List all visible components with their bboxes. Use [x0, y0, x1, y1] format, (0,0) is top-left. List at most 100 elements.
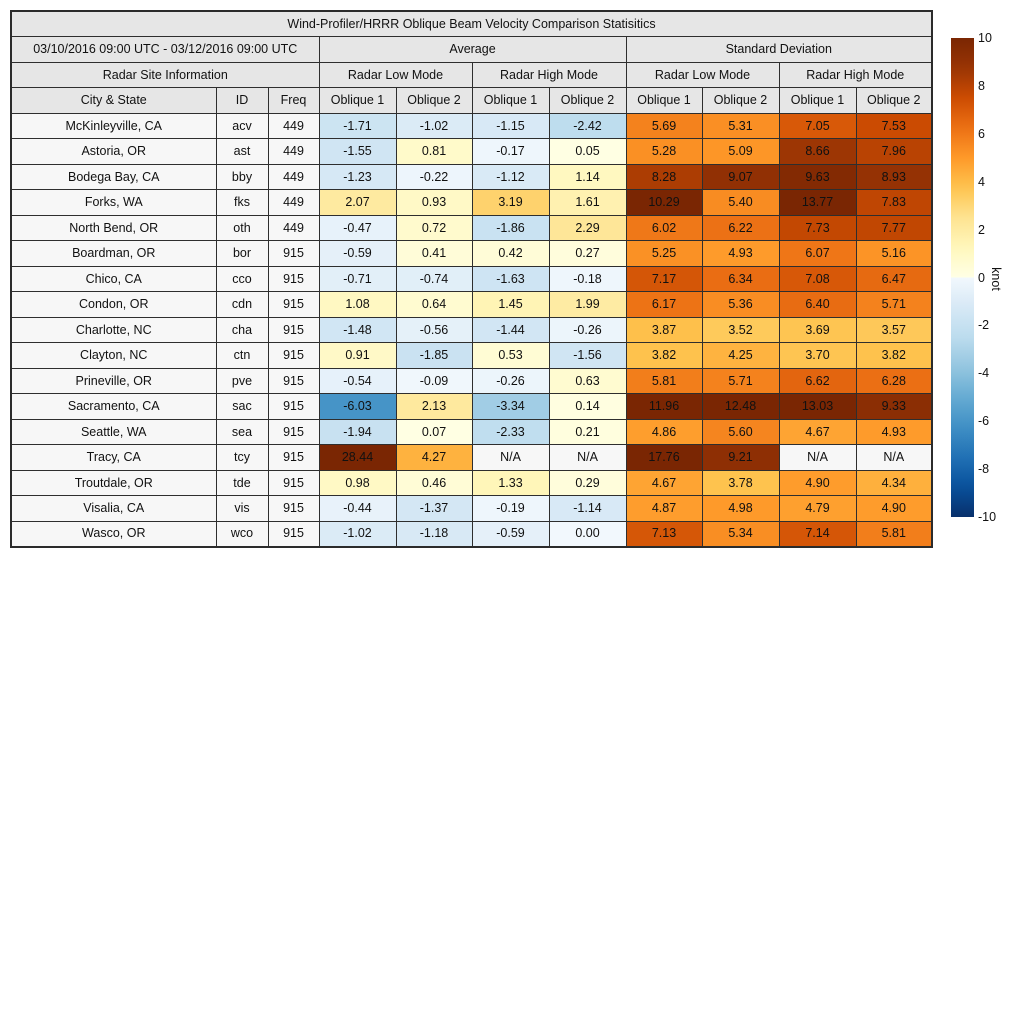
- id-cell: acv: [215, 112, 269, 139]
- value-cell: 1.61: [548, 189, 627, 216]
- value-cell: -2.33: [471, 418, 550, 445]
- city-cell: Sacramento, CA: [10, 393, 217, 420]
- table-body: McKinleyville, CA acv 449 -1.71 -1.02 -1.15 -2…: [10, 112, 933, 547]
- value-cell: 3.87: [625, 316, 703, 343]
- value-cell: -1.18: [395, 520, 473, 547]
- value-cell: -1.85: [395, 342, 473, 369]
- value-cell: -0.26: [548, 316, 627, 343]
- city-cell: Charlotte, NC: [10, 316, 217, 343]
- city-cell: Clayton, NC: [10, 342, 217, 369]
- value-cell: 0.29: [548, 469, 627, 496]
- value-cell: 7.53: [855, 112, 933, 139]
- oblique-column-header: Oblique 2: [855, 87, 933, 114]
- freq-cell: 915: [267, 367, 320, 394]
- value-cell: 4.27: [395, 444, 473, 471]
- value-cell: 3.52: [701, 316, 780, 343]
- colorbar-tick-label: -8: [978, 462, 990, 477]
- id-cell: sea: [215, 418, 269, 445]
- freq-cell: 915: [267, 520, 320, 547]
- freq-column-header: Freq: [267, 87, 320, 114]
- table-row: Troutdale, OR tde 915 0.98 0.46 1.33 0.29 4.67 3…: [10, 469, 933, 496]
- value-cell: -0.09: [395, 367, 473, 394]
- value-cell: 6.02: [625, 214, 703, 241]
- value-cell: 7.96: [855, 138, 933, 165]
- id-cell: cdn: [215, 291, 269, 318]
- column-header-row: City & State ID Freq Oblique 1 Oblique 2…: [10, 87, 933, 114]
- city-cell: Troutdale, OR: [10, 469, 217, 496]
- value-cell: 6.28: [855, 367, 933, 394]
- value-cell: -1.55: [318, 138, 397, 165]
- value-cell: -1.71: [318, 112, 397, 139]
- table-row: Boardman, OR bor 915 -0.59 0.41 0.42 0.27 5.25 4…: [10, 240, 933, 267]
- value-cell: 9.07: [701, 163, 780, 190]
- table-header: Wind-Profiler/HRRR Oblique Beam Velocity…: [10, 10, 933, 114]
- value-cell: -1.12: [471, 163, 550, 190]
- value-cell: 0.14: [548, 393, 627, 420]
- freq-cell: 449: [267, 163, 320, 190]
- oblique-column-header: Oblique 1: [471, 87, 550, 114]
- std-high-mode-header: Radar High Mode: [778, 61, 933, 88]
- value-cell: 3.78: [701, 469, 780, 496]
- table-row: Prineville, OR pve 915 -0.54 -0.09 -0.26 0.63 5…: [10, 367, 933, 394]
- city-cell: Seattle, WA: [10, 418, 217, 445]
- value-cell: 4.98: [701, 495, 780, 522]
- table-row: Tracy, CA tcy 915 28.44 4.27 N/A N/A 17.76 9.21 N…: [10, 444, 933, 471]
- value-cell: 9.21: [701, 444, 780, 471]
- value-cell: 5.81: [625, 367, 703, 394]
- value-cell: 1.08: [318, 291, 397, 318]
- value-cell: 0.41: [395, 240, 473, 267]
- value-cell: 5.09: [701, 138, 780, 165]
- value-cell: 4.90: [855, 495, 933, 522]
- value-cell: N/A: [471, 444, 550, 471]
- oblique-column-header: Oblique 1: [778, 87, 857, 114]
- value-cell: 2.29: [548, 214, 627, 241]
- std-low-mode-header: Radar Low Mode: [625, 61, 780, 88]
- value-cell: 6.62: [778, 367, 857, 394]
- oblique-column-header: Oblique 1: [318, 87, 397, 114]
- value-cell: 0.07: [395, 418, 473, 445]
- value-cell: 6.22: [701, 214, 780, 241]
- value-cell: 3.70: [778, 342, 857, 369]
- id-cell: oth: [215, 214, 269, 241]
- value-cell: 4.93: [701, 240, 780, 267]
- value-cell: 9.63: [778, 163, 857, 190]
- value-cell: -1.02: [395, 112, 473, 139]
- colorbar-tick-label: 6: [978, 126, 985, 141]
- value-cell: -1.48: [318, 316, 397, 343]
- value-cell: -0.18: [548, 265, 627, 292]
- value-cell: 8.66: [778, 138, 857, 165]
- value-cell: 0.81: [395, 138, 473, 165]
- value-cell: 0.98: [318, 469, 397, 496]
- value-cell: 0.91: [318, 342, 397, 369]
- value-cell: -0.19: [471, 495, 550, 522]
- id-cell: ctn: [215, 342, 269, 369]
- city-cell: Bodega Bay, CA: [10, 163, 217, 190]
- value-cell: 4.25: [701, 342, 780, 369]
- value-cell: 7.13: [625, 520, 703, 547]
- value-cell: 6.47: [855, 265, 933, 292]
- group-header-row: 03/10/2016 09:00 UTC - 03/12/2016 09:00 …: [10, 36, 933, 63]
- city-cell: Condon, OR: [10, 291, 217, 318]
- id-cell: tcy: [215, 444, 269, 471]
- value-cell: 6.07: [778, 240, 857, 267]
- table-row: Visalia, CA vis 915 -0.44 -1.37 -0.19 -1.14 4.8…: [10, 495, 933, 522]
- freq-cell: 915: [267, 469, 320, 496]
- value-cell: 10.29: [625, 189, 703, 216]
- value-cell: 17.76: [625, 444, 703, 471]
- oblique-column-header: Oblique 2: [395, 87, 473, 114]
- stats-table: Wind-Profiler/HRRR Oblique Beam Velocity…: [10, 10, 934, 548]
- value-cell: 4.67: [625, 469, 703, 496]
- value-cell: -0.26: [471, 367, 550, 394]
- value-cell: 5.25: [625, 240, 703, 267]
- value-cell: 7.83: [855, 189, 933, 216]
- value-cell: 0.53: [471, 342, 550, 369]
- avg-high-mode-header: Radar High Mode: [471, 61, 627, 88]
- value-cell: 2.07: [318, 189, 397, 216]
- value-cell: -3.34: [471, 393, 550, 420]
- value-cell: 5.40: [701, 189, 780, 216]
- value-cell: 1.33: [471, 469, 550, 496]
- value-cell: 7.73: [778, 214, 857, 241]
- freq-cell: 449: [267, 214, 320, 241]
- value-cell: -1.15: [471, 112, 550, 139]
